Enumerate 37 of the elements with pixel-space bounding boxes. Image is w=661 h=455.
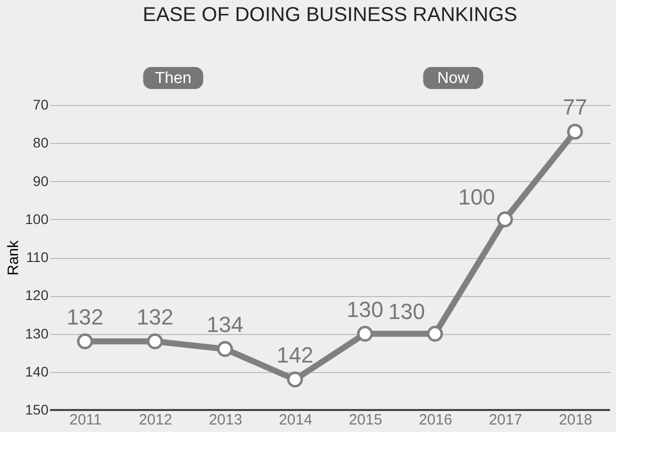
- data-label: 100: [458, 184, 495, 210]
- text: Then: [154, 70, 192, 87]
- chart-title: EASE OF DOING BUSINESS RANKINGS: [142, 4, 518, 26]
- y-tick-label: 70: [32, 96, 49, 112]
- x-tick-label: 2012: [138, 412, 172, 428]
- y-tick-label: 80: [32, 134, 49, 151]
- point: [287, 372, 303, 388]
- x-tick-label: 2015: [348, 412, 382, 428]
- x-tick-label: 2011: [69, 412, 102, 428]
- text: Now: [437, 70, 470, 87]
- x-tick-label: 2016: [418, 412, 452, 428]
- point: [497, 211, 513, 228]
- x-tick-label: 2018: [558, 412, 592, 428]
- y-tick-label: 110: [26, 249, 49, 265]
- y-tick-label: 130: [25, 325, 49, 342]
- x-tick-label: 2014: [278, 412, 312, 428]
- y-tick-label: 120: [25, 287, 49, 304]
- y-tick-label: 150: [25, 402, 49, 418]
- y-axis-title: Rank: [5, 240, 22, 276]
- x-tick-label: 2013: [208, 412, 242, 428]
- x-tick-label: 2017: [488, 412, 522, 428]
- point: [567, 124, 583, 140]
- point: [217, 341, 233, 357]
- y-tick-label: 90: [32, 172, 49, 189]
- point: [147, 333, 163, 350]
- point: [427, 326, 443, 342]
- data-label: 142: [276, 342, 314, 368]
- point: [357, 326, 373, 342]
- data-label: 130: [388, 298, 425, 324]
- data-label: 130: [346, 296, 384, 322]
- point: [77, 333, 93, 350]
- y-tick-label: 140: [25, 363, 49, 380]
- data-label: 132: [136, 304, 174, 330]
- data-label: 132: [66, 304, 104, 330]
- data-label: 77: [562, 94, 588, 120]
- y-tick-label: 100: [25, 210, 49, 227]
- data-label: 134: [206, 312, 244, 337]
